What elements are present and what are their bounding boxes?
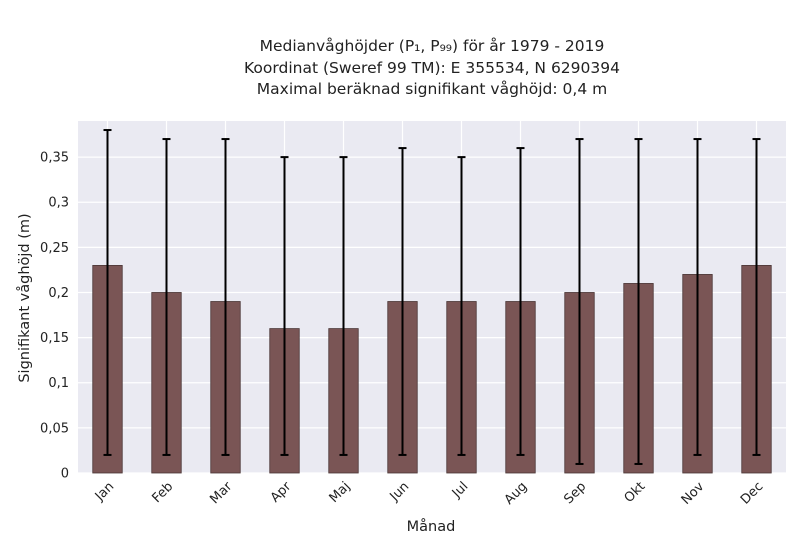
x-tick-label-aug: Aug [502,479,531,508]
y-tick-label: 0,2 [48,286,69,301]
y-tick-label: 0,25 [40,241,69,256]
x-tick-label-jun: Jun [387,479,413,505]
chart-title: Medianvåghöjder (P₁, P₉₉) för år 1979 - … [244,37,620,98]
error-bar-jul [457,156,466,456]
y-tick-label: 0,05 [40,421,69,436]
x-tick-label-maj: Maj [327,479,354,506]
x-tick-label-nov: Nov [679,479,708,508]
y-tick-label: 0,3 [48,196,69,211]
y-axis-label: Signifikant våghöjd (m) [16,213,33,382]
y-tick-label: 0,15 [40,331,69,346]
error-bar-nov [693,138,702,456]
error-bar-mar [221,138,230,456]
error-bars [103,129,761,465]
error-bar-dec [752,138,761,456]
chart-title-line-1: Medianvåghöjder (P₁, P₉₉) för år 1979 - … [260,37,605,55]
error-bar-okt [634,138,643,465]
y-tick-label: 0 [61,467,69,482]
error-bar-jan [103,129,112,456]
x-tick-label-dec: Dec [738,479,766,507]
x-tick-label-jul: Jul [449,479,471,501]
y-tick-label: 0,35 [40,151,69,166]
chart-title-line-2: Koordinat (Sweref 99 TM): E 355534, N 62… [244,59,620,77]
x-tick-label-mar: Mar [207,479,235,507]
x-axis-ticks: Jan Feb Mar Apr Maj Jun Jul Aug Sep Okt Nov Dec [92,479,766,508]
y-tick-label: 0,1 [48,376,69,391]
x-tick-label-sep: Sep [561,479,589,507]
x-tick-label-okt: Okt [622,479,649,506]
x-tick-label-jan: Jan [92,479,117,504]
error-bar-apr [280,156,289,456]
error-bar-aug [516,147,525,456]
error-bar-maj [339,156,348,456]
x-tick-label-apr: Apr [268,479,295,506]
x-axis-label: Månad [407,518,456,535]
error-bar-feb [162,138,171,456]
y-axis-ticks: 0 0,05 0,1 0,15 0,2 0,25 0,3 0,35 [40,151,69,482]
error-bar-sep [575,138,584,465]
plot-area [78,121,786,473]
x-tick-label-feb: Feb [149,479,176,506]
chart-title-line-3: Maximal beräknad signifikant våghöjd: 0,… [257,80,607,98]
error-bar-jun [398,147,407,456]
